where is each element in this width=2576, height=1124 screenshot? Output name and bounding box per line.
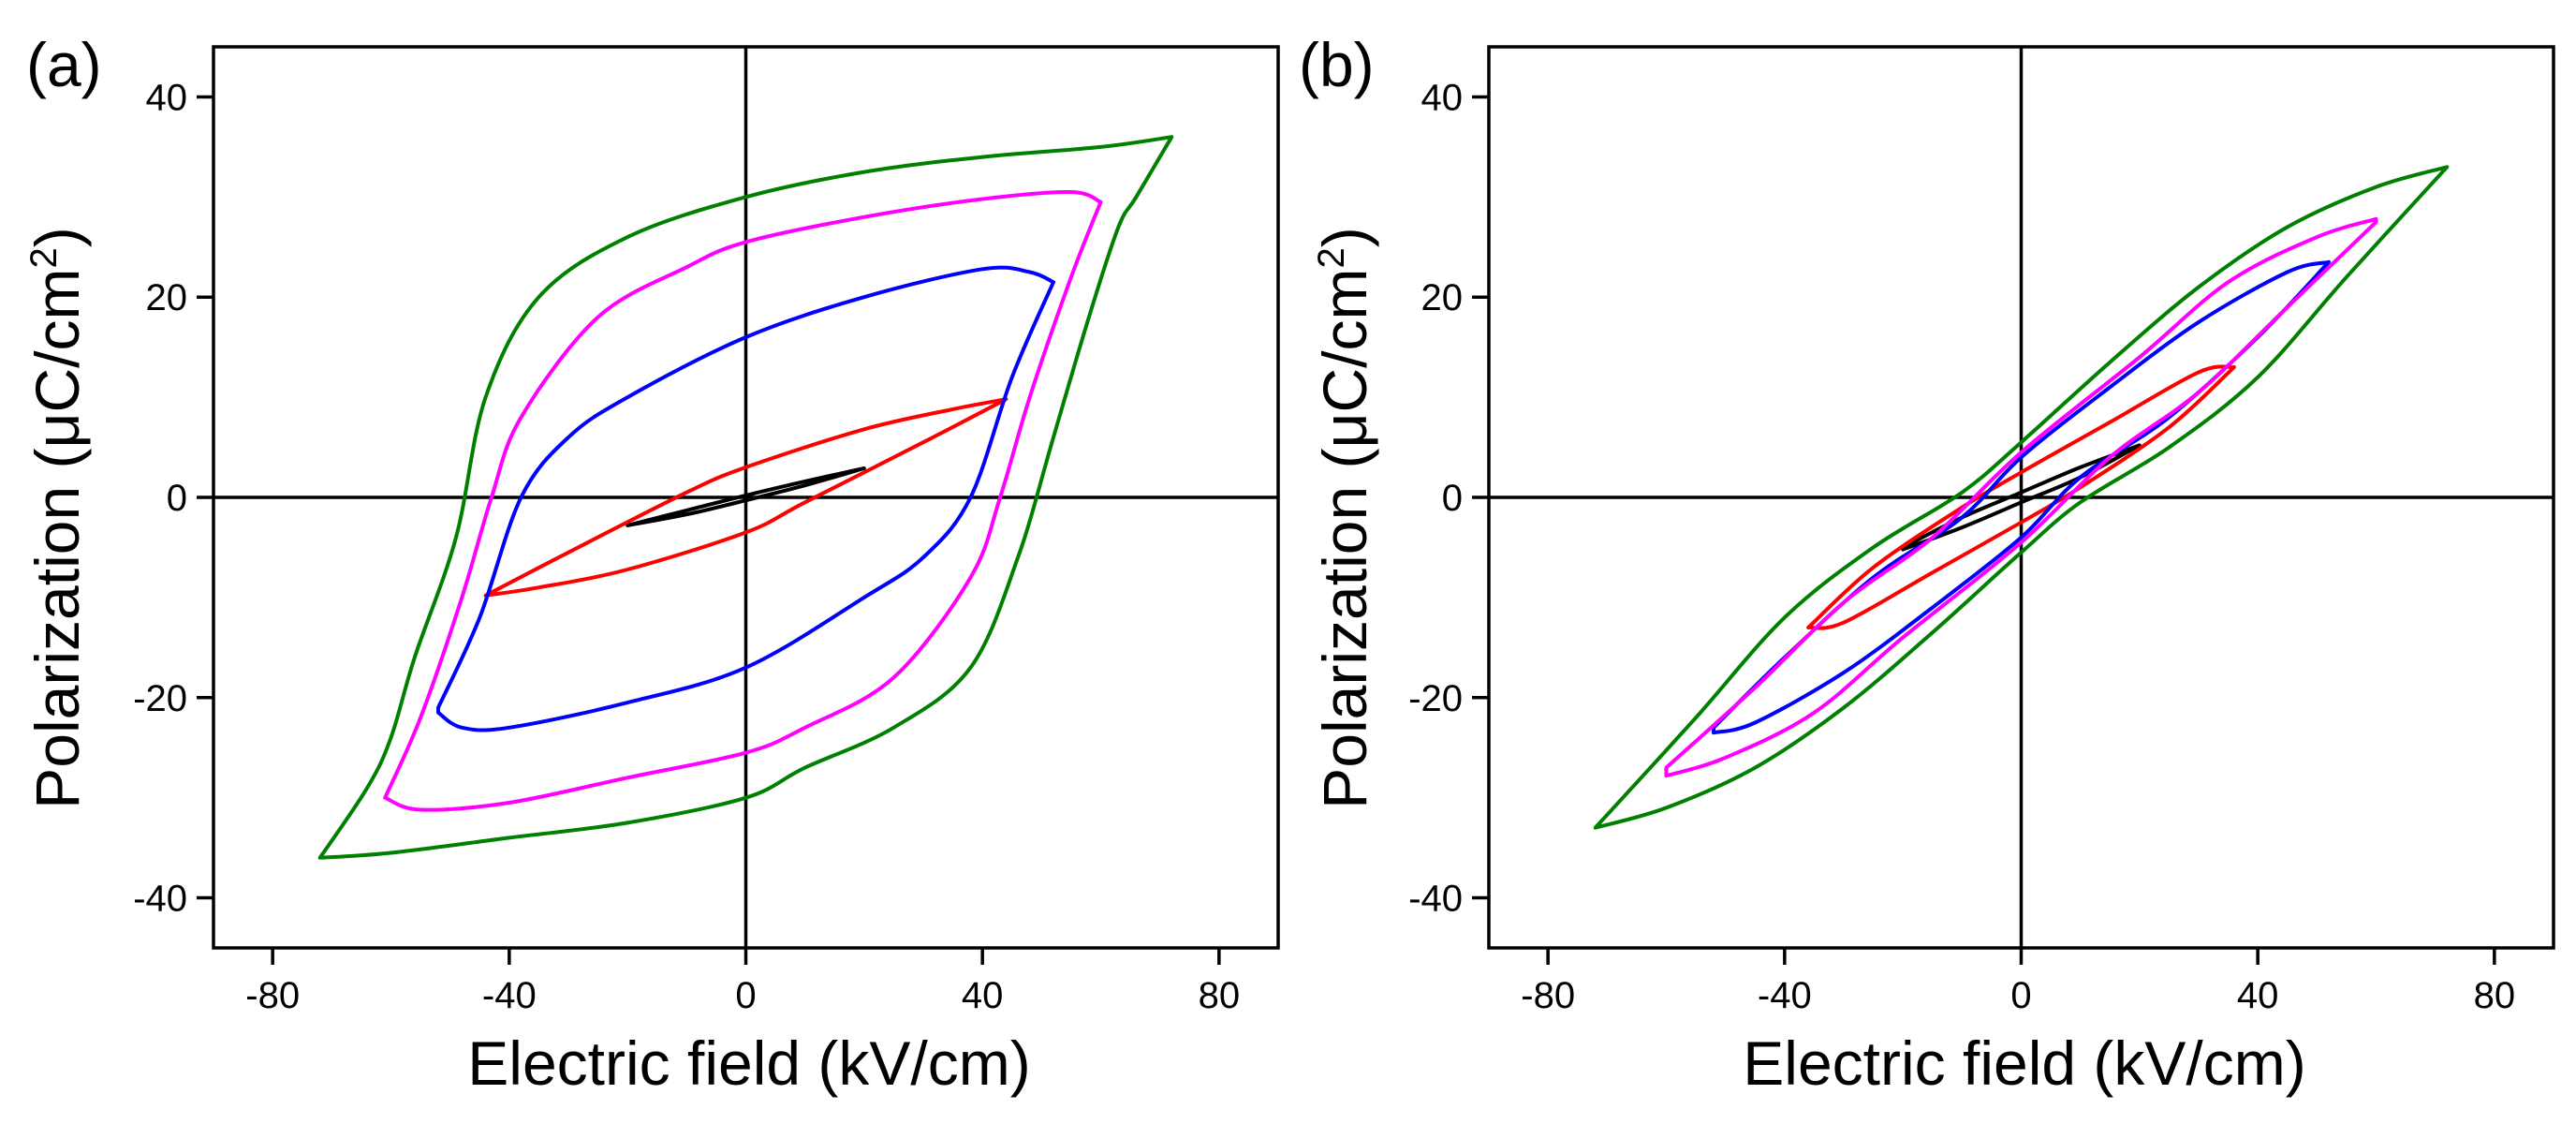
chart-panel-b: (b) Electric field (kV/cm) Polarization …	[1288, 0, 2575, 1124]
y-tick-label-b: 40	[1421, 77, 1464, 118]
x-tick-label-b: 40	[2237, 975, 2279, 1016]
series-loop-a-4	[317, 135, 1174, 860]
series-loop-b-3	[1664, 216, 2378, 778]
y-tick-label-b: -20	[1408, 678, 1463, 719]
x-tick-label-a: 40	[962, 975, 1004, 1016]
y-tick-label-a: 20	[146, 277, 188, 318]
x-tick-label-a: -40	[482, 975, 537, 1016]
plot-area-b: -80 -40 0 40 80 -40 -20 0 20 40	[1408, 45, 2555, 1016]
y-tick-label-b: 0	[1442, 478, 1463, 519]
panel-label-a: (a)	[26, 30, 102, 99]
x-axis-label-a: Electric field (kV/cm)	[467, 1028, 1030, 1098]
x-axis-label-b: Electric field (kV/cm)	[1743, 1028, 2305, 1098]
x-tick-label-a: 0	[735, 975, 756, 1016]
y-tick-label-a: -20	[133, 678, 187, 719]
series-loop-b-4	[1593, 165, 2450, 830]
series-loop-a-2	[436, 265, 1055, 732]
x-tick-label-a: -80	[245, 975, 300, 1016]
y-tick-label-a: 0	[167, 478, 187, 519]
plot-area-a: -80 -40 0 40 80 -40 -20 0 20 40	[133, 45, 1280, 1016]
y-tick-label-b: 20	[1421, 277, 1464, 318]
chart-b: (b) Electric field (kV/cm) Polarization …	[1299, 30, 2555, 1098]
x-tick-label-b: 0	[2010, 975, 2031, 1016]
x-tick-label-b: 80	[2474, 975, 2516, 1016]
y-axis-label-b: Polarization (μC/cm2)	[1310, 227, 1379, 808]
x-tick-label-b: -80	[1521, 975, 1575, 1016]
y-tick-label-b: -40	[1408, 879, 1463, 920]
series-loop-b-0	[1901, 443, 2142, 552]
y-tick-label-a: -40	[133, 879, 187, 920]
y-tick-label-a: 40	[146, 77, 188, 118]
series-loop-a-0	[626, 466, 866, 527]
x-tick-label-b: -40	[1758, 975, 1812, 1016]
panel-label-b: (b)	[1299, 30, 1375, 99]
series-loop-a-3	[383, 189, 1103, 812]
chart-a: (a) Electric field (kV/cm) Polarization …	[22, 30, 1280, 1098]
x-tick-label-a: 80	[1199, 975, 1241, 1016]
y-axis-label-a: Polarization (μC/cm2)	[22, 227, 92, 808]
chart-panel-a: (a) Electric field (kV/cm) Polarization …	[22, 30, 1280, 1098]
